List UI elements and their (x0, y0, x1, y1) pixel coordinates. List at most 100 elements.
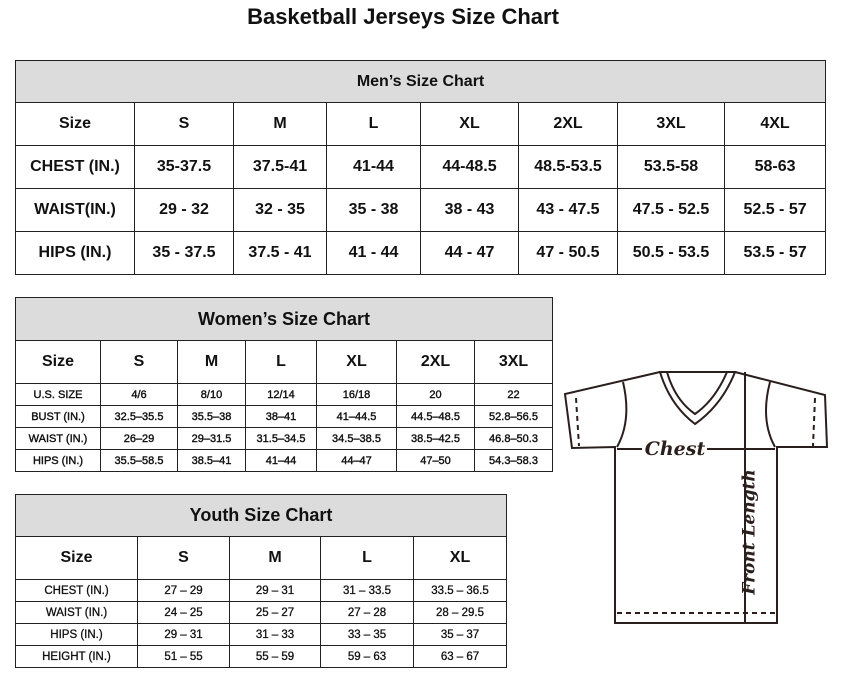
table-cell: 2XL (396, 340, 475, 384)
table-cell: 32.5–35.5 (100, 405, 178, 428)
table-row: WAIST (IN.) 26–29 29–31.5 31.5–34.5 34.5–38.… (15, 427, 554, 450)
table-cell: 35 - 37.5 (134, 231, 234, 275)
table-row: HIPS (IN.) 35.5–58.5 38.5–41 41–44 44–47 47–5… (15, 449, 554, 472)
row-label: Size (15, 536, 138, 580)
table-cell: L (245, 340, 317, 384)
table-cell: 27 – 29 (137, 579, 230, 602)
row-label: CHEST (IN.) (15, 145, 135, 189)
table-cell: S (100, 340, 178, 384)
table-cell: 35 - 38 (326, 188, 421, 232)
size-header-row: Size S M L XL 2XL 3XL 4XL (15, 102, 827, 146)
table-title-row: Women’s Size Chart (14, 297, 554, 341)
row-label: WAIST(IN.) (15, 188, 135, 232)
table-cell: 8/10 (177, 383, 246, 406)
table-cell: 31 – 33.5 (320, 579, 414, 602)
tshirt-outline (563, 371, 829, 624)
row-label: Size (15, 340, 101, 384)
table-cell: 35.5–38 (177, 405, 246, 428)
table-cell: 35-37.5 (134, 145, 234, 189)
row-label: U.S. SIZE (15, 383, 101, 406)
row-label: HIPS (IN.) (15, 623, 138, 646)
table-cell: 35.5–58.5 (100, 449, 178, 472)
table-cell: S (137, 536, 230, 580)
table-cell: L (320, 536, 414, 580)
table-cell: 2XL (518, 102, 618, 146)
table-cell: L (326, 102, 421, 146)
table-cell: 41–44.5 (316, 405, 397, 428)
table-cell: 47 - 50.5 (518, 231, 618, 275)
row-label: CHEST (IN.) (15, 579, 138, 602)
table-cell: 41-44 (326, 145, 421, 189)
table-cell: 28 – 29.5 (412, 601, 508, 624)
table-cell: 4XL (723, 102, 827, 146)
table-cell: 32 - 35 (233, 188, 327, 232)
row-label: WAIST (IN.) (15, 427, 101, 450)
table-cell: 3XL (473, 340, 554, 384)
tshirt-measurement-diagram: Chest Front Length (563, 371, 829, 624)
table-cell: 41 - 44 (326, 231, 421, 275)
table-cell: 44–47 (316, 449, 397, 472)
table-row: BUST (IN.) 32.5–35.5 35.5–38 38–41 41–44.5 44… (15, 405, 554, 428)
table-cell: 34.5–38.5 (316, 427, 397, 450)
table-cell: XL (420, 102, 519, 146)
table-cell: 54.3–58.3 (473, 449, 554, 472)
table-cell: 38–41 (245, 405, 317, 428)
table-cell: 48.5-53.5 (518, 145, 618, 189)
table-cell: XL (316, 340, 397, 384)
measure-lines (617, 372, 775, 623)
table-cell: 44 - 47 (420, 231, 519, 275)
table-cell: 37.5-41 (233, 145, 327, 189)
table-cell: 51 – 55 (137, 645, 230, 668)
table-cell: 38 - 43 (420, 188, 519, 232)
table-cell: 4/6 (100, 383, 178, 406)
front-length-label: Front Length (740, 469, 760, 595)
table-cell: 33 – 35 (320, 623, 414, 646)
sleeve-seams (616, 381, 776, 448)
table-cell: 53.5 - 57 (723, 231, 827, 275)
table-cell: 24 – 25 (137, 601, 230, 624)
table-row: HIPS (IN.) 29 – 31 31 – 33 33 – 35 35 – 37 (15, 623, 508, 646)
table-row: CHEST (IN.) 27 – 29 29 – 31 31 – 33.5 33.5 –… (15, 579, 508, 602)
table-title: Women’s Size Chart (14, 297, 554, 341)
table-row: WAIST (IN.) 24 – 25 25 – 27 27 – 28 28 – 29.… (15, 601, 508, 624)
table-cell: 29–31.5 (177, 427, 246, 450)
row-label: BUST (IN.) (15, 405, 101, 428)
table-row: HIPS (IN.) 35 - 37.5 37.5 - 41 41 - 44 44 - … (15, 231, 827, 275)
youth-size-table: Youth Size Chart Size S M L XL CHEST (IN.) 27 –… (14, 494, 508, 668)
table-cell: 46.8–50.3 (473, 427, 554, 450)
table-row: HEIGHT (IN.) 51 – 55 55 – 59 59 – 63 63 – 67 (15, 645, 508, 668)
table-cell: 50.5 - 53.5 (617, 231, 725, 275)
stitch-lines (575, 397, 816, 614)
table-cell: 26–29 (100, 427, 178, 450)
table-cell: 41–44 (245, 449, 317, 472)
table-cell: 31.5–34.5 (245, 427, 317, 450)
table-title-row: Youth Size Chart (14, 494, 508, 537)
table-cell: M (233, 102, 327, 146)
table-row: U.S. SIZE 4/6 8/10 12/14 16/18 20 22 (15, 383, 554, 406)
table-cell: 12/14 (245, 383, 317, 406)
table-cell: 55 – 59 (229, 645, 321, 668)
table-cell: 63 – 67 (412, 645, 508, 668)
table-cell: M (229, 536, 321, 580)
table-cell: 3XL (617, 102, 725, 146)
table-cell: 29 – 31 (137, 623, 230, 646)
chest-label: Chest (645, 438, 706, 460)
table-cell: 47–50 (396, 449, 475, 472)
row-label: WAIST (IN.) (15, 601, 138, 624)
row-label: HIPS (IN.) (15, 231, 135, 275)
table-cell: 29 – 31 (229, 579, 321, 602)
table-row: CHEST (IN.) 35-37.5 37.5-41 41-44 44-48.5 48.… (15, 145, 827, 189)
table-cell: 27 – 28 (320, 601, 414, 624)
table-cell: 29 - 32 (134, 188, 234, 232)
table-cell: 31 – 33 (229, 623, 321, 646)
table-cell: 37.5 - 41 (233, 231, 327, 275)
table-cell: XL (412, 536, 508, 580)
table-cell: 43 - 47.5 (518, 188, 618, 232)
table-cell: 52.5 - 57 (723, 188, 827, 232)
mens-size-table: Men’s Size Chart Size S M L XL 2XL 3XL 4XL CHEST … (14, 60, 827, 275)
table-title: Youth Size Chart (14, 494, 508, 537)
table-cell: 44.5–48.5 (396, 405, 475, 428)
row-label: HIPS (IN.) (15, 449, 101, 472)
table-cell: 53.5-58 (617, 145, 725, 189)
table-cell: 16/18 (316, 383, 397, 406)
